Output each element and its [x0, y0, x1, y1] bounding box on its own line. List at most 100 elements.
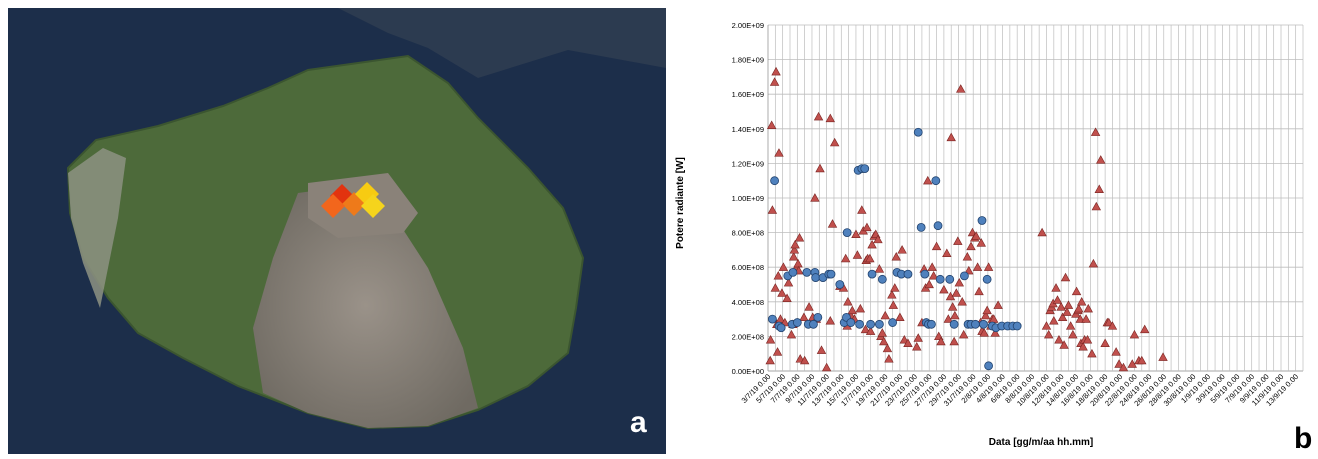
- data-point-circle: [874, 319, 884, 329]
- data-point-triangle: [957, 296, 967, 306]
- data-point-triangle: [882, 343, 893, 353]
- data-point-triangle: [990, 328, 1000, 337]
- data-point-triangle: [769, 77, 780, 86]
- panel-label-b: b: [1294, 422, 1313, 455]
- data-point-circle: [877, 274, 887, 284]
- data-point-triangle: [913, 333, 923, 342]
- y-tick-label: 6.00E+08: [732, 263, 764, 272]
- data-point-triangle: [794, 232, 805, 242]
- data-point-triangle: [813, 111, 824, 121]
- data-point-triangle: [943, 314, 953, 323]
- data-point-triangle: [810, 193, 820, 202]
- data-point-circle: [770, 176, 779, 186]
- data-point-circle: [949, 319, 959, 329]
- data-point-circle: [811, 273, 821, 282]
- data-point-triangle: [951, 288, 962, 297]
- data-point-triangle: [789, 245, 800, 254]
- data-point-circle: [846, 318, 856, 327]
- data-point-triangle: [879, 336, 889, 346]
- data-point-triangle: [865, 326, 876, 335]
- data-point-circle: [842, 228, 852, 238]
- data-point-triangle: [790, 239, 800, 249]
- data-point-triangle: [1091, 201, 1102, 211]
- data-point-triangle: [1158, 352, 1168, 361]
- data-point-triangle: [829, 137, 840, 147]
- data-point-triangle: [1074, 303, 1084, 313]
- data-point-triangle: [782, 293, 792, 303]
- data-point-triangle: [993, 300, 1003, 309]
- data-point-circle: [913, 127, 923, 137]
- data-point-triangle: [765, 335, 776, 344]
- data-point-triangle: [777, 288, 787, 297]
- data-point-triangle: [923, 175, 933, 185]
- data-point-triangle: [860, 324, 871, 334]
- data-point-circle: [960, 271, 969, 281]
- data-point-triangle: [958, 329, 969, 339]
- data-point-triangle: [962, 252, 973, 261]
- data-point-circle: [916, 223, 926, 232]
- data-point-triangle: [884, 354, 894, 363]
- data-point-triangle: [1051, 283, 1061, 292]
- data-point-triangle: [887, 290, 897, 299]
- data-point-triangle: [788, 252, 799, 261]
- data-point-triangle: [903, 338, 913, 347]
- data-point-triangle: [928, 271, 939, 280]
- hotspot-pixels: [321, 182, 385, 218]
- data-point-triangle: [1127, 359, 1137, 368]
- data-point-triangle: [890, 283, 900, 292]
- y-tick-label: 8.00E+08: [732, 229, 764, 238]
- data-point-triangle: [1041, 321, 1052, 330]
- data-point-triangle: [950, 310, 960, 320]
- data-point-triangle: [821, 362, 832, 372]
- data-point-triangle: [778, 262, 789, 271]
- data-point-circle: [979, 319, 988, 329]
- data-point-triangle: [771, 66, 781, 76]
- data-point-circle: [935, 274, 945, 284]
- data-point-triangle: [953, 236, 963, 245]
- data-point-triangle: [825, 316, 836, 325]
- data-point-triangle: [1071, 286, 1082, 296]
- data-point-triangle: [774, 148, 784, 157]
- y-tick-label: 1.60E+09: [732, 90, 764, 99]
- radiant-power-scatter-chart: 0.00E+00 2.00E+08 4.00E+08 6.00E+08 8.00E+08…: [675, 21, 1304, 448]
- y-tick-label: 1.40E+09: [732, 125, 764, 134]
- data-point-triangle: [1052, 295, 1063, 304]
- panel-label-a: a: [630, 406, 647, 439]
- data-point-triangle: [1057, 312, 1068, 322]
- data-point-circle: [931, 176, 941, 186]
- y-tick-label: 1.80E+09: [732, 56, 764, 65]
- data-point-triangle: [1107, 321, 1118, 330]
- data-point-triangle: [1082, 335, 1093, 344]
- data-point-circle: [767, 314, 777, 324]
- data-point-triangle: [770, 283, 781, 292]
- data-point-circle: [776, 323, 786, 333]
- data-point-triangle: [946, 132, 956, 142]
- data-point-triangle: [865, 253, 875, 263]
- data-point-triangle: [804, 302, 814, 311]
- data-point-triangle: [855, 303, 866, 313]
- data-point-triangle: [825, 113, 836, 123]
- village-west: [68, 148, 126, 308]
- data-point-triangle: [954, 277, 964, 287]
- data-point-triangle: [766, 120, 777, 129]
- chart-panel: 0.00E+00 2.00E+08 4.00E+08 6.00E+08 8.00E+08…: [666, 0, 1318, 455]
- data-point-triangle: [927, 262, 937, 271]
- data-point-triangle: [1118, 362, 1129, 372]
- hotspot-pixel-orange-2: [321, 194, 345, 218]
- data-point-circle: [809, 319, 818, 329]
- data-point-circle: [945, 274, 955, 284]
- data-point-triangle: [1063, 300, 1074, 309]
- data-point-circle: [903, 269, 913, 279]
- data-point-triangle: [851, 229, 861, 238]
- data-point-triangle: [1037, 227, 1047, 237]
- data-point-triangle: [1139, 324, 1150, 334]
- satellite-image-panel: a: [8, 8, 666, 454]
- data-point-triangle: [773, 271, 783, 280]
- data-point-triangle: [857, 205, 867, 214]
- data-point-triangle: [877, 328, 888, 337]
- data-point-triangle: [1094, 184, 1104, 194]
- data-point-circle: [802, 267, 812, 277]
- data-point-triangle: [891, 252, 901, 261]
- data-point-triangle: [983, 262, 994, 271]
- data-point-triangle: [1090, 127, 1101, 136]
